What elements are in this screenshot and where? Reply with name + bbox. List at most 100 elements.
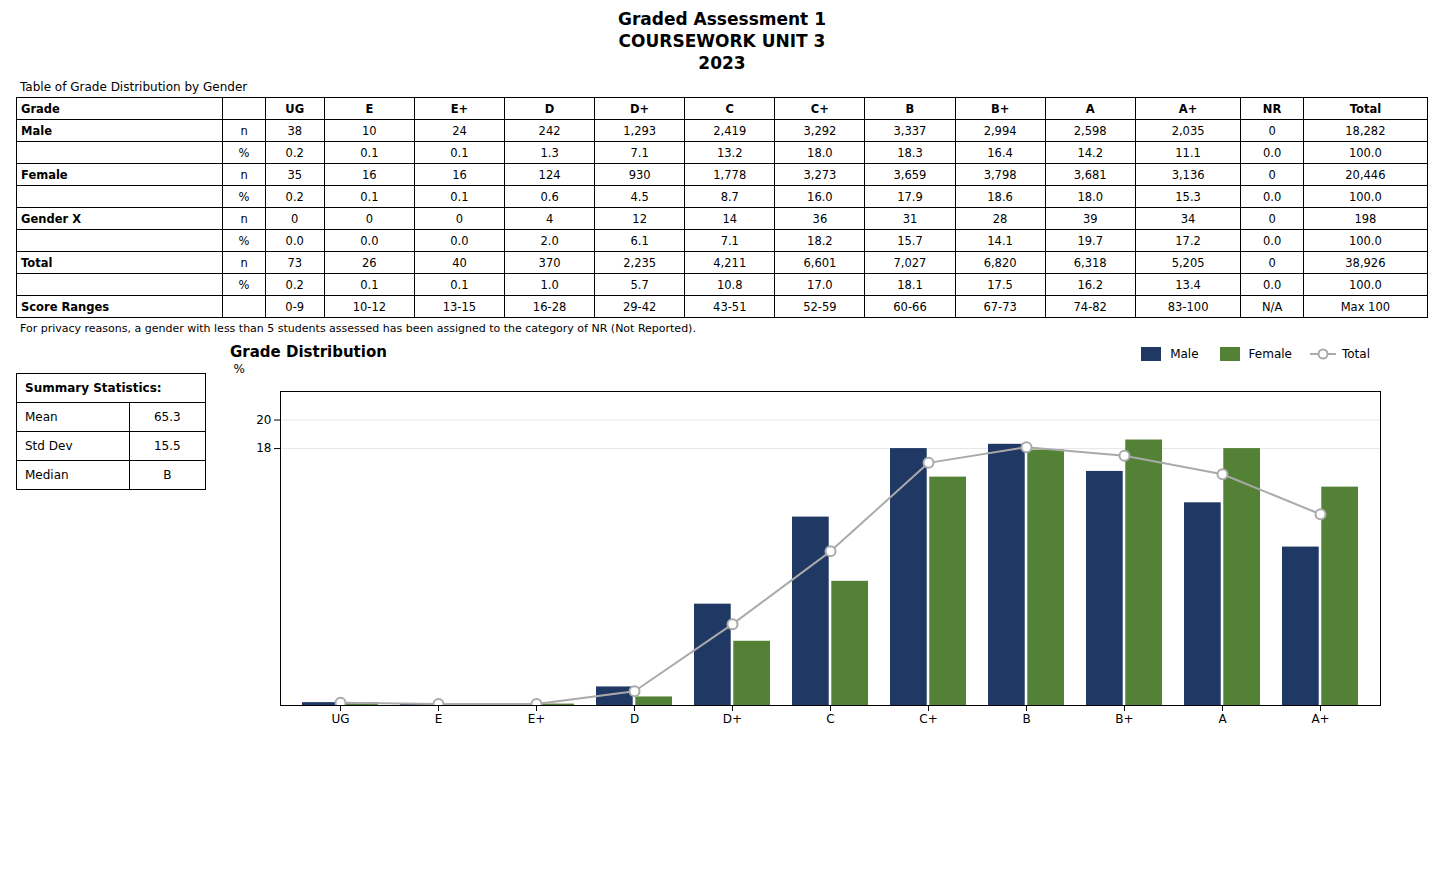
html-text:3,798: 3,798: [983, 167, 1017, 182]
html-text:18.0: 18.0: [807, 145, 833, 160]
html-text:0.0: 0.0: [360, 233, 379, 248]
html-text:NR: NR: [1262, 101, 1282, 116]
html-text:930: 930: [628, 167, 651, 182]
svg-text:C: C: [826, 712, 834, 726]
html-text:B+: B+: [990, 101, 1010, 116]
svg-text:%: %: [234, 362, 245, 376]
svg-text:UG: UG: [331, 712, 349, 726]
html-text:0.0: 0.0: [450, 233, 469, 248]
html-text:0.2: 0.2: [285, 145, 304, 160]
html-text:8.7: 8.7: [720, 189, 739, 204]
html-text:2,994: 2,994: [983, 123, 1017, 138]
html-text:14: 14: [722, 211, 738, 226]
html-text:1,778: 1,778: [713, 167, 747, 182]
html-text:36: 36: [812, 211, 828, 226]
html-text:3,273: 3,273: [803, 167, 837, 182]
html-text:13.2: 13.2: [717, 145, 743, 160]
html-text:1.3: 1.3: [540, 145, 559, 160]
html-text:Grade: Grade: [21, 101, 60, 116]
html-text:0.6: 0.6: [540, 189, 559, 204]
html-text:0.1: 0.1: [450, 189, 469, 204]
html-text:2023: 2023: [698, 53, 746, 74]
html-text:16.0: 16.0: [807, 189, 833, 204]
svg-text:B+: B+: [1115, 712, 1133, 726]
html-text:Table of Grade Distribution by: Table of Grade Distribution by Gender: [20, 80, 248, 95]
html-text:COURSEWORK UNIT 3: COURSEWORK UNIT 3: [618, 31, 826, 52]
html-text:12: 12: [632, 211, 647, 226]
html-text:2,598: 2,598: [1073, 123, 1107, 138]
html-text:0.0: 0.0: [285, 233, 304, 248]
html-text:16: 16: [452, 167, 467, 182]
html-text:242: 242: [538, 123, 561, 138]
html-text:18,282: 18,282: [1345, 123, 1386, 138]
html-text:Graded Assessment 1: Graded Assessment 1: [618, 9, 826, 29]
html-text:19.7: 19.7: [1077, 233, 1103, 248]
html-text:Male: Male: [21, 123, 52, 138]
html-text:31: 31: [902, 211, 918, 226]
svg-text:B: B: [1022, 712, 1030, 726]
svg-text:E: E: [435, 712, 443, 726]
html-text:34: 34: [1180, 211, 1196, 226]
html-text:18.0: 18.0: [1077, 189, 1103, 204]
html-text:3,681: 3,681: [1073, 167, 1107, 182]
html-text:0.1: 0.1: [360, 189, 379, 204]
html-text:18.6: 18.6: [987, 189, 1013, 204]
html-text:100.0: 100.0: [1348, 189, 1382, 204]
html-text:3,136: 3,136: [1171, 167, 1205, 182]
html-text:3,337: 3,337: [893, 123, 927, 138]
svg-text:A+: A+: [1311, 712, 1329, 726]
html-text:7.1: 7.1: [720, 233, 739, 248]
html-text:18.2: 18.2: [807, 233, 833, 248]
html-text:Female: Female: [21, 167, 68, 182]
html-text:6.1: 6.1: [630, 233, 649, 248]
html-text:Grade Distribution: Grade Distribution: [230, 343, 387, 362]
html-text:A+: A+: [1178, 101, 1198, 116]
html-text:2,035: 2,035: [1171, 123, 1205, 138]
html-text:0.2: 0.2: [285, 189, 304, 204]
html-text:Total: Total: [1349, 101, 1382, 116]
html-text:3,292: 3,292: [803, 123, 837, 138]
svg-text:A: A: [1218, 712, 1227, 726]
html-text:7.1: 7.1: [630, 145, 649, 160]
html-text:Gender X: Gender X: [21, 211, 81, 226]
html-text:17.2: 17.2: [1175, 233, 1201, 248]
svg-text:20: 20: [256, 413, 271, 427]
svg-text:18: 18: [256, 442, 271, 456]
svg-text:C+: C+: [919, 712, 937, 726]
html-text:24: 24: [452, 123, 467, 138]
html-text:16.4: 16.4: [987, 145, 1013, 160]
html-text:18.3: 18.3: [897, 145, 923, 160]
html-text:2.0: 2.0: [540, 233, 559, 248]
html-text:0.1: 0.1: [360, 145, 379, 160]
html-text:16: 16: [362, 167, 377, 182]
html-text:39: 39: [1082, 211, 1098, 226]
html-text:E+: E+: [450, 101, 469, 116]
html-text:15.3: 15.3: [1175, 189, 1201, 204]
html-text:UG: UG: [285, 101, 305, 116]
html-text:3,659: 3,659: [893, 167, 927, 182]
html-text:10: 10: [362, 123, 377, 138]
html-text:0.0: 0.0: [1263, 145, 1282, 160]
html-text:100.0: 100.0: [1348, 145, 1382, 160]
html-text:4.5: 4.5: [630, 189, 649, 204]
html-text:C+: C+: [810, 101, 829, 116]
html-text:2,419: 2,419: [713, 123, 747, 138]
html-text:D+: D+: [630, 101, 650, 116]
html-text:17.9: 17.9: [897, 189, 923, 204]
html-text:124: 124: [538, 167, 561, 182]
svg-text:E+: E+: [528, 712, 546, 726]
html-text:198: 198: [1354, 211, 1377, 226]
svg-text:D: D: [630, 712, 639, 726]
html-text:11.1: 11.1: [1175, 145, 1201, 160]
html-text:14.1: 14.1: [987, 233, 1013, 248]
html-text:0.0: 0.0: [1263, 189, 1282, 204]
html-text:38: 38: [287, 123, 303, 138]
html-text:35: 35: [287, 167, 303, 182]
html-text:14.2: 14.2: [1077, 145, 1103, 160]
html-text:0.1: 0.1: [450, 145, 469, 160]
html-text:1,293: 1,293: [623, 123, 657, 138]
html-text:28: 28: [992, 211, 1008, 226]
html-text:20,446: 20,446: [1345, 167, 1386, 182]
html-text:15.7: 15.7: [897, 233, 923, 248]
svg-text:D+: D+: [723, 712, 742, 726]
